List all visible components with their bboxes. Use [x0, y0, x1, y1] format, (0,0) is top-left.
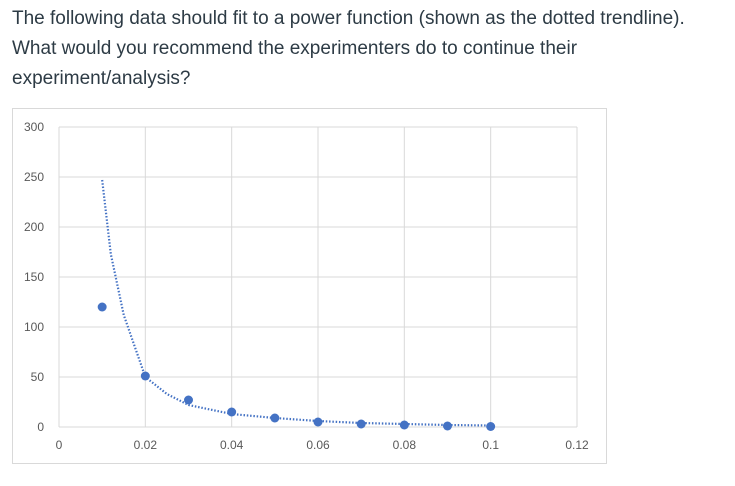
y-tick-label: 300 — [24, 120, 44, 134]
x-tick-label: 0.08 — [393, 438, 417, 452]
power-trendline — [101, 179, 491, 427]
x-tick-label: 0 — [56, 438, 63, 452]
y-tick-label: 250 — [24, 170, 44, 184]
data-points — [97, 302, 496, 431]
data-point — [313, 417, 323, 427]
data-point — [486, 422, 496, 431]
y-tick-label: 200 — [24, 220, 44, 234]
question-text: The following data should fit to a power… — [12, 8, 685, 89]
x-tick-label: 0.1 — [482, 438, 499, 452]
data-point — [399, 420, 409, 430]
x-tick-label: 0.12 — [565, 438, 589, 452]
gridlines — [58, 126, 578, 428]
data-point — [97, 302, 107, 312]
y-tick-label: 50 — [31, 370, 45, 384]
data-point — [184, 395, 193, 405]
y-tick-labels: 0 50 100 150 200 250 300 — [24, 120, 44, 434]
data-point — [356, 419, 366, 429]
x-tick-labels: 0 0.02 0.04 0.06 0.08 0.1 0.12 — [56, 438, 589, 452]
data-point — [270, 413, 280, 423]
chart-area: 0 50 100 150 200 250 300 0 0.02 0.04 0.06 0.08 0.1 0… — [12, 108, 607, 464]
y-tick-label: 0 — [37, 420, 44, 434]
data-point — [140, 371, 150, 381]
y-tick-label: 150 — [24, 270, 44, 284]
x-tick-label: 0.06 — [306, 438, 330, 452]
y-tick-label: 100 — [24, 320, 44, 334]
data-point — [443, 421, 452, 431]
x-tick-label: 0.02 — [134, 438, 158, 452]
data-point — [227, 407, 237, 417]
x-tick-label: 0.04 — [220, 438, 244, 452]
